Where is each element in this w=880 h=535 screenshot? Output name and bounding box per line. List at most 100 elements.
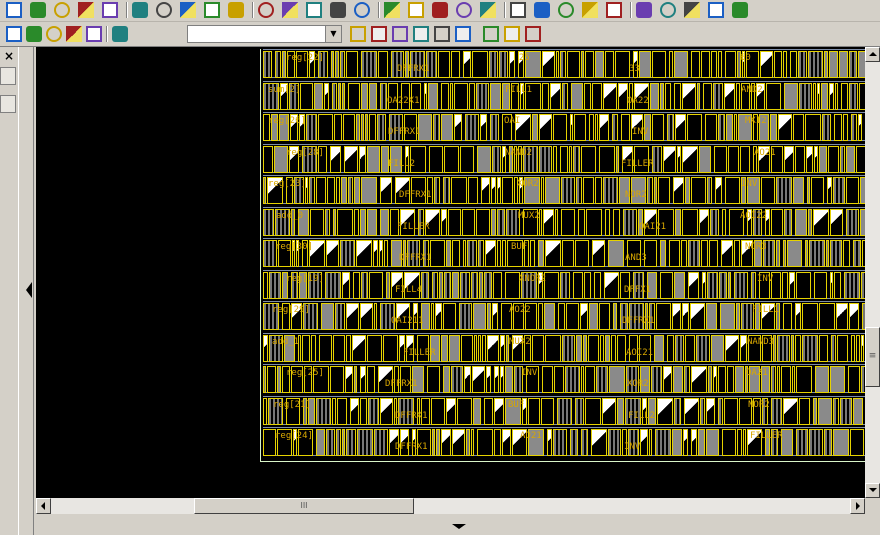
std-cell[interactable] bbox=[464, 366, 471, 393]
std-cell[interactable] bbox=[858, 114, 862, 141]
std-cell[interactable] bbox=[463, 240, 466, 267]
std-cell[interactable] bbox=[685, 177, 690, 204]
std-cell[interactable] bbox=[774, 51, 782, 78]
std-cell[interactable] bbox=[802, 303, 818, 330]
std-cell[interactable] bbox=[725, 177, 740, 204]
std-cell[interactable] bbox=[613, 209, 620, 236]
std-cell[interactable] bbox=[570, 114, 573, 141]
std-cell[interactable] bbox=[745, 366, 748, 393]
layer-visible-icon[interactable] bbox=[350, 26, 366, 42]
std-cell[interactable] bbox=[473, 398, 481, 425]
undo-alt-icon[interactable] bbox=[306, 2, 322, 18]
std-cell[interactable] bbox=[556, 51, 559, 78]
std-cell[interactable] bbox=[429, 146, 443, 173]
std-cell[interactable] bbox=[840, 398, 852, 425]
std-cell[interactable] bbox=[318, 51, 328, 78]
std-cell[interactable] bbox=[647, 177, 653, 204]
std-cell[interactable] bbox=[346, 303, 359, 330]
std-cell[interactable] bbox=[734, 114, 737, 141]
std-cell[interactable] bbox=[432, 429, 435, 456]
std-cell[interactable] bbox=[814, 272, 827, 299]
std-cell[interactable] bbox=[649, 429, 652, 456]
std-cell[interactable] bbox=[818, 398, 832, 425]
std-cell[interactable] bbox=[698, 429, 705, 456]
std-cell[interactable] bbox=[677, 146, 681, 173]
std-cell[interactable] bbox=[282, 272, 288, 299]
std-cell[interactable] bbox=[439, 272, 443, 299]
std-cell[interactable] bbox=[523, 209, 538, 236]
std-cell[interactable] bbox=[766, 83, 781, 110]
ab-label-icon[interactable] bbox=[456, 2, 472, 18]
select-mode-icon[interactable] bbox=[636, 2, 652, 18]
std-cell[interactable] bbox=[771, 366, 776, 393]
pointer-icon[interactable] bbox=[392, 26, 408, 42]
std-cell[interactable] bbox=[330, 366, 344, 393]
std-cell[interactable] bbox=[688, 240, 700, 267]
std-cell[interactable] bbox=[478, 240, 484, 267]
std-cell[interactable] bbox=[367, 146, 380, 173]
std-cell[interactable] bbox=[471, 272, 478, 299]
std-cell[interactable] bbox=[356, 114, 360, 141]
std-cell[interactable] bbox=[436, 429, 440, 456]
std-cell[interactable] bbox=[391, 272, 403, 299]
std-cell[interactable] bbox=[463, 51, 471, 78]
std-cell[interactable] bbox=[753, 209, 762, 236]
std-cell[interactable] bbox=[494, 366, 499, 393]
std-cell[interactable] bbox=[599, 114, 609, 141]
std-cell[interactable] bbox=[777, 335, 790, 362]
std-cell[interactable] bbox=[691, 429, 697, 456]
std-cell[interactable] bbox=[279, 114, 289, 141]
std-cell[interactable] bbox=[620, 272, 630, 299]
std-cell[interactable] bbox=[616, 146, 619, 173]
std-cell[interactable] bbox=[809, 429, 823, 456]
std-cell[interactable] bbox=[448, 209, 461, 236]
horizontal-scrollbar[interactable]: III bbox=[36, 498, 865, 514]
palette-icon[interactable] bbox=[708, 2, 724, 18]
std-cell[interactable] bbox=[278, 240, 291, 267]
std-cell[interactable] bbox=[263, 429, 276, 456]
std-cell[interactable] bbox=[497, 240, 501, 267]
std-cell[interactable] bbox=[615, 51, 630, 78]
std-cell[interactable] bbox=[318, 114, 333, 141]
std-cell[interactable] bbox=[776, 177, 792, 204]
std-cell[interactable] bbox=[284, 335, 295, 362]
std-cell[interactable] bbox=[553, 429, 567, 456]
panel-tab-2[interactable] bbox=[0, 95, 16, 113]
std-cell[interactable] bbox=[833, 177, 845, 204]
std-cell[interactable] bbox=[609, 366, 625, 393]
std-cell[interactable] bbox=[269, 272, 281, 299]
std-cell[interactable] bbox=[622, 146, 633, 173]
color-map-icon[interactable] bbox=[732, 2, 748, 18]
std-cell[interactable] bbox=[539, 209, 542, 236]
std-cell[interactable] bbox=[833, 398, 839, 425]
std-cell[interactable] bbox=[783, 51, 787, 78]
std-cell[interactable] bbox=[760, 51, 773, 78]
std-cell[interactable] bbox=[701, 240, 708, 267]
std-cell[interactable] bbox=[346, 51, 358, 78]
std-cell[interactable] bbox=[545, 177, 560, 204]
std-cell[interactable] bbox=[528, 398, 540, 425]
std-cell[interactable] bbox=[410, 51, 425, 78]
pan-forward-icon[interactable] bbox=[204, 2, 220, 18]
std-cell[interactable] bbox=[306, 114, 317, 141]
std-cell[interactable] bbox=[326, 429, 335, 456]
hierarchy-icon[interactable] bbox=[480, 2, 496, 18]
std-cell[interactable] bbox=[399, 335, 405, 362]
std-cell[interactable] bbox=[833, 429, 849, 456]
std-cell[interactable] bbox=[669, 51, 673, 78]
std-cell[interactable] bbox=[505, 398, 521, 425]
std-cell[interactable] bbox=[356, 240, 372, 267]
std-cell[interactable] bbox=[441, 209, 447, 236]
std-cell[interactable] bbox=[644, 240, 657, 267]
close-icon[interactable]: × bbox=[4, 49, 15, 63]
std-cell[interactable] bbox=[296, 51, 308, 78]
std-cell[interactable] bbox=[286, 177, 293, 204]
std-cell[interactable] bbox=[421, 303, 430, 330]
std-cell[interactable] bbox=[560, 146, 568, 173]
std-cell[interactable] bbox=[360, 398, 367, 425]
std-cell[interactable] bbox=[618, 83, 628, 110]
std-cell[interactable] bbox=[400, 429, 409, 456]
std-cell[interactable] bbox=[566, 303, 579, 330]
std-cell[interactable] bbox=[519, 177, 523, 204]
std-cell[interactable] bbox=[722, 209, 726, 236]
